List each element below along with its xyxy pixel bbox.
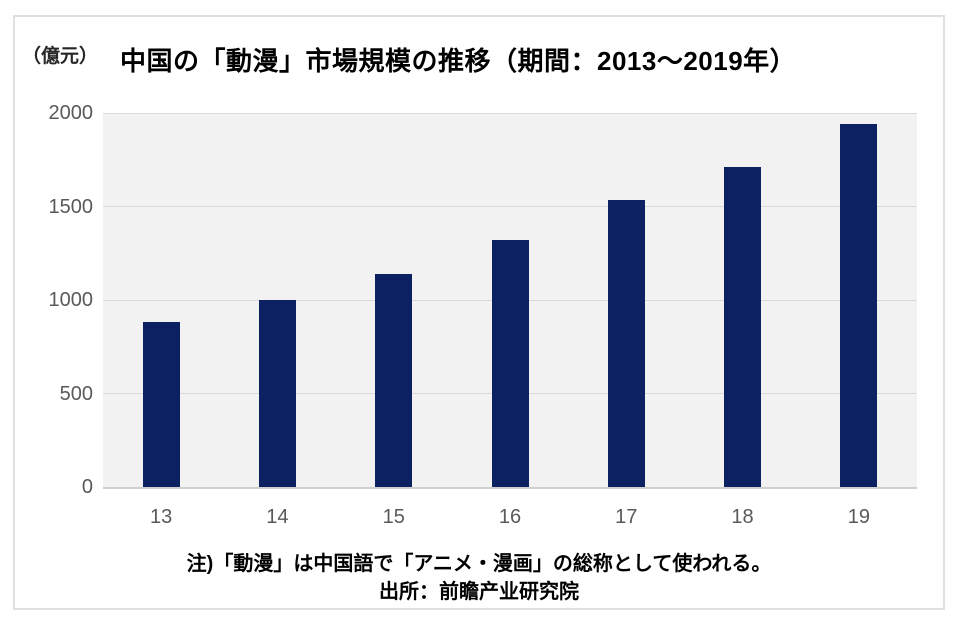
bar-2014 (259, 300, 296, 487)
y-tick-label-2000: 2000 (48, 102, 94, 124)
y-axis: 0 500 1000 1500 2000 (15, 102, 94, 498)
chart-title: 中国の「動漫」市場規模の推移（期間：2013～2019年） (120, 46, 797, 76)
bar-2015 (375, 274, 412, 487)
bar-2017 (608, 200, 645, 487)
plot-area (103, 113, 917, 489)
x-tick-label-14: 14 (266, 506, 289, 528)
gridline-1500 (103, 206, 917, 207)
y-axis-unit-label: （億元） (22, 46, 99, 67)
chart-container: （億元） 中国の「動漫」市場規模の推移（期間：2013～2019年） 0 500 1… (13, 15, 945, 610)
y-tick-label-500: 500 (59, 383, 93, 405)
x-tick-label-15: 15 (382, 506, 405, 528)
footnote: 注)「動漫」は中国語で「アニメ・漫画」の総称として使われる。 (186, 553, 772, 575)
source-caption: 出所：前瞻产业研究院 (379, 581, 579, 603)
x-tick-label-18: 18 (731, 506, 754, 528)
bar-2013 (143, 322, 180, 487)
y-tick-label-0: 0 (81, 476, 93, 498)
gridline-2000 (103, 113, 917, 114)
x-tick-label-16: 16 (498, 506, 522, 528)
x-tick-label-17: 17 (615, 506, 638, 528)
bar-2019 (840, 124, 877, 487)
x-axis: 13 14 15 16 17 18 19 (103, 504, 917, 530)
y-tick-label-1000: 1000 (48, 289, 94, 311)
y-tick-label-1500: 1500 (48, 196, 94, 218)
x-tick-label-13: 13 (150, 506, 173, 528)
bar-2016 (492, 240, 529, 487)
bar-2018 (724, 167, 761, 487)
x-tick-label-19: 19 (847, 506, 870, 528)
